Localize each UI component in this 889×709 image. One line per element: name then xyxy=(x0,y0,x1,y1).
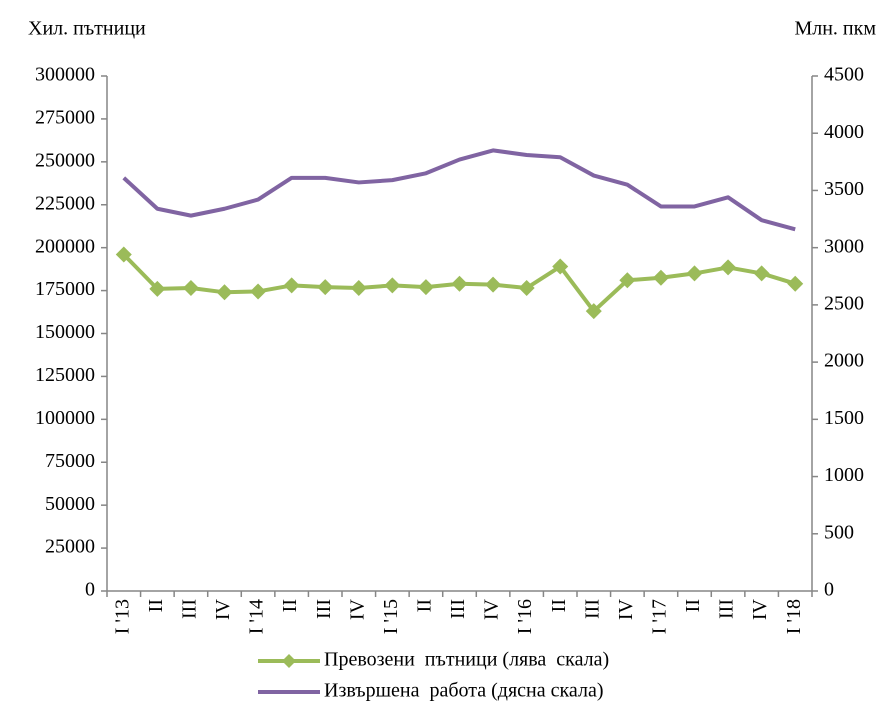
legend-label: Извършена работа (дясна скала) xyxy=(324,680,604,702)
marker xyxy=(115,246,132,263)
y-tick-label: 275000 xyxy=(35,107,95,129)
marker xyxy=(619,272,636,289)
x-tick-label: II xyxy=(145,599,167,612)
marker xyxy=(552,258,569,275)
x-tick-label: II xyxy=(682,599,704,612)
x-tick-label: I '15 xyxy=(380,599,402,634)
marker xyxy=(350,280,367,297)
marker xyxy=(652,269,669,286)
x-tick-label: I '17 xyxy=(649,599,671,634)
marker xyxy=(250,283,267,300)
marker xyxy=(451,275,468,292)
legend-label: Превозени пътници (лява скала) xyxy=(324,649,609,671)
y2-tick-label: 4500 xyxy=(824,64,864,86)
x-tick-label: III xyxy=(179,599,201,619)
y2-tick-label: 3000 xyxy=(824,235,864,257)
x-tick-label: IV xyxy=(346,598,368,620)
x-tick-label: I '14 xyxy=(246,599,268,634)
y2-tick-label: 0 xyxy=(824,579,834,601)
y-tick-label: 250000 xyxy=(35,149,95,171)
marker xyxy=(384,277,401,294)
marker xyxy=(720,259,737,276)
marker xyxy=(216,284,233,301)
x-tick-label: IV xyxy=(615,598,637,620)
x-tick-label: IV xyxy=(212,598,234,620)
marker xyxy=(518,280,535,297)
x-tick-label: II xyxy=(548,599,570,612)
marker xyxy=(585,303,602,320)
y2-tick-label: 2000 xyxy=(824,350,864,372)
y-tick-label: 200000 xyxy=(35,235,95,257)
x-tick-label: IV xyxy=(481,598,503,620)
y-tick-label: 175000 xyxy=(35,278,95,300)
y-tick-label: 100000 xyxy=(35,407,95,429)
y2-tick-label: 1000 xyxy=(824,464,864,486)
y2-tick-label: 4000 xyxy=(824,121,864,143)
y2-tick-label: 1500 xyxy=(824,407,864,429)
y-tick-label: 50000 xyxy=(45,493,95,515)
x-tick-label: II xyxy=(279,599,301,612)
y2-tick-label: 500 xyxy=(824,521,854,543)
y-axis-title: Хил. пътници xyxy=(28,18,146,40)
marker xyxy=(787,275,804,292)
x-tick-label: III xyxy=(581,599,603,619)
y-tick-label: 150000 xyxy=(35,321,95,343)
y-tick-label: 125000 xyxy=(35,364,95,386)
y2-tick-label: 2500 xyxy=(824,292,864,314)
marker xyxy=(417,279,434,296)
marker xyxy=(149,280,166,297)
marker xyxy=(485,276,502,293)
series-line xyxy=(122,148,796,232)
marker xyxy=(317,279,334,296)
y-tick-label: 225000 xyxy=(35,192,95,214)
marker xyxy=(686,265,703,282)
x-tick-label: II xyxy=(414,599,436,612)
y-tick-label: 0 xyxy=(85,579,95,601)
y2-tick-label: 3500 xyxy=(824,178,864,200)
x-tick-label: I '18 xyxy=(783,599,805,634)
marker xyxy=(283,277,300,294)
y2-axis-title: Млн. пкм xyxy=(794,18,876,40)
x-tick-label: IV xyxy=(749,598,771,620)
x-tick-label: I '13 xyxy=(111,599,133,634)
x-tick-label: III xyxy=(313,599,335,619)
x-tick-label: I '16 xyxy=(514,599,536,634)
y-tick-label: 25000 xyxy=(45,536,95,558)
marker xyxy=(182,280,199,297)
x-tick-label: III xyxy=(716,599,738,619)
legend-marker xyxy=(282,654,296,668)
x-tick-label: III xyxy=(447,599,469,619)
y-tick-label: 75000 xyxy=(45,450,95,472)
y-tick-label: 300000 xyxy=(35,64,95,86)
marker xyxy=(753,265,770,282)
